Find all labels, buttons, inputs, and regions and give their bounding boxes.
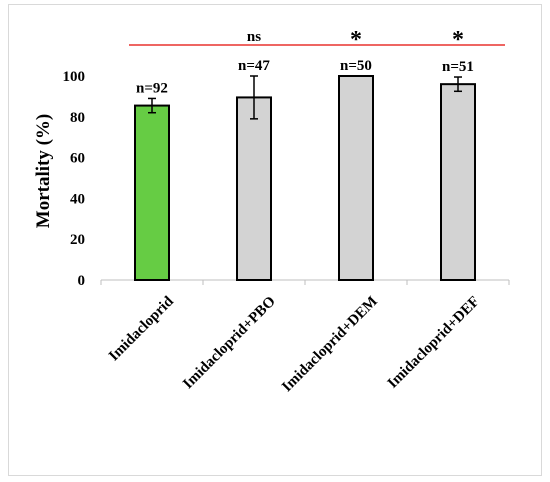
sample-size-label: n=50: [340, 58, 372, 74]
y-tick-label: 20: [70, 232, 85, 248]
bar-imidacloprid: [134, 104, 170, 281]
significance-star: *: [350, 27, 362, 53]
y-tick-label: 40: [70, 191, 85, 207]
y-axis-title: Mortality (%): [33, 114, 54, 228]
sample-size-label: n=51: [442, 59, 474, 75]
sample-size-label: n=92: [136, 80, 168, 96]
significance-ns: ns: [247, 29, 261, 45]
y-tick-label: 100: [63, 69, 86, 85]
bar-imidacloprid-pbo: [236, 96, 272, 281]
category-label: Imidacloprid: [106, 293, 177, 364]
y-tick-label: 80: [70, 110, 85, 126]
bar-imidacloprid-def: [440, 83, 476, 281]
figure-frame: n=92 n=47 n=50 n=51 0 20 40 60 80 100 Imidaclopr…: [8, 4, 542, 476]
mortality-bar-chart: n=92 n=47 n=50 n=51 0 20 40 60 80 100 Imidaclopr…: [33, 27, 510, 396]
significance-star: *: [452, 27, 464, 53]
y-tick-label: 60: [70, 151, 85, 167]
category-label: Imidacloprid+DEM: [279, 294, 381, 396]
sample-size-label: n=47: [238, 58, 270, 74]
category-label: Imidacloprid+PBO: [180, 294, 279, 393]
category-label: Imidacloprid+DEF: [385, 294, 483, 392]
y-tick-label: 0: [78, 273, 86, 289]
bar-imidacloprid-dem: [338, 75, 374, 281]
